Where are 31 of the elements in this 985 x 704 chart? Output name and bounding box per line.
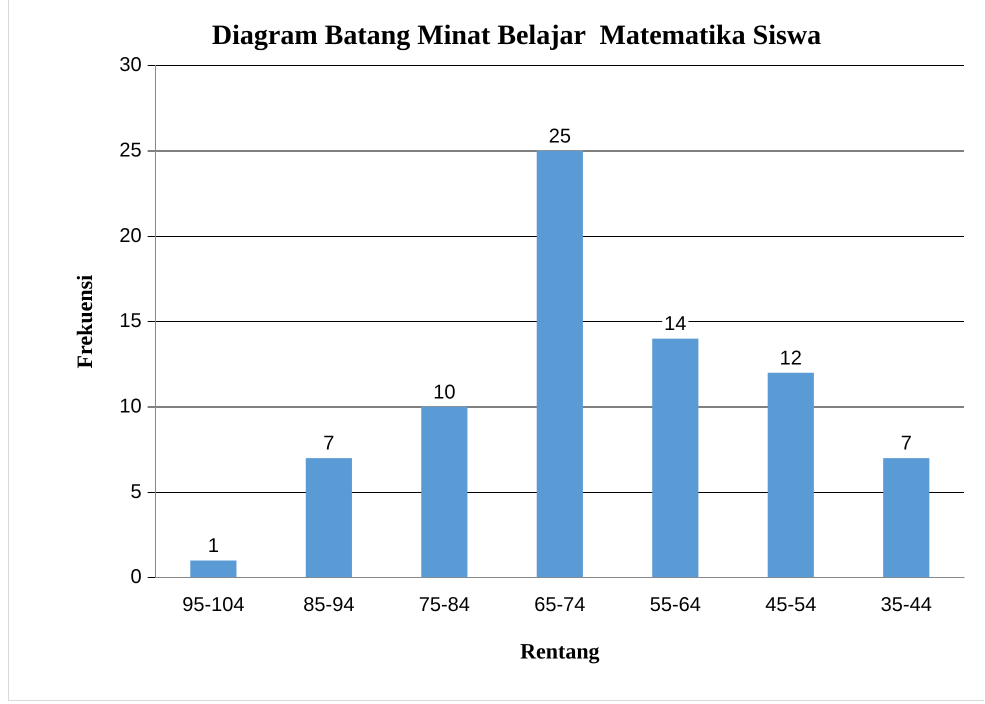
y-tick-label: 10 [119, 395, 142, 418]
y-tick-label: 20 [119, 224, 142, 247]
x-tick-label: 95-104 [182, 594, 245, 616]
chart-title: Diagram Batang Minat Belajar Matematika Siswa [212, 20, 822, 52]
bar [883, 458, 930, 578]
x-tick-label: 75-84 [418, 594, 470, 616]
data-label: 7 [323, 432, 334, 455]
y-axis-title: Frekuensi [72, 274, 97, 368]
x-tick-label: 45-54 [765, 594, 816, 616]
data-label: 12 [780, 347, 802, 370]
bar [536, 150, 583, 578]
bar [421, 406, 468, 578]
y-tick-label: 15 [119, 310, 142, 332]
bar [768, 372, 814, 578]
y-tick-label: 30 [119, 54, 142, 76]
data-label: 7 [900, 432, 912, 455]
data-label: 14 [664, 313, 686, 336]
y-tick-label: 5 [130, 480, 142, 503]
x-tick-label: 65-74 [534, 594, 586, 616]
data-label: 25 [548, 125, 571, 148]
data-label: 10 [433, 381, 456, 404]
y-tick-label: 25 [119, 139, 142, 162]
bar [306, 458, 352, 578]
bar [190, 560, 236, 578]
x-tick-label: 85-94 [303, 594, 354, 616]
x-axis-title: Rentang [520, 638, 600, 664]
data-label: 1 [208, 535, 219, 558]
bar [652, 338, 698, 578]
x-tick-label: 35-44 [880, 594, 932, 616]
y-tick-label: 0 [130, 566, 142, 588]
x-tick-label: 55-64 [650, 594, 701, 616]
